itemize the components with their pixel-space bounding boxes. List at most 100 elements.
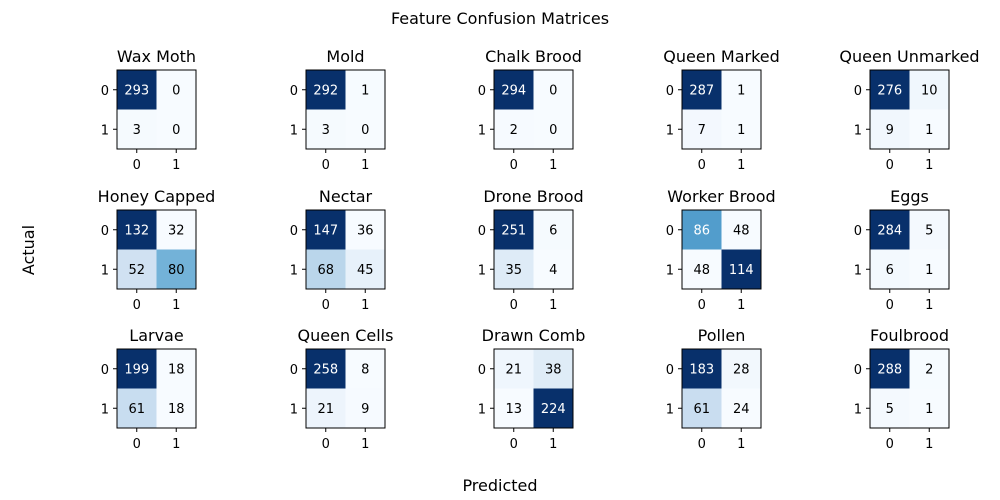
cell-value-label: 294 [501, 83, 526, 98]
matrix-cell [494, 70, 534, 110]
cell-value-label: 32 [168, 223, 185, 238]
matrix-cell [870, 109, 910, 149]
y-tick-label: 1 [666, 402, 674, 417]
y-tick-label: 0 [101, 84, 109, 99]
matrix-panel: Foulbrood 288 2 5 1 0 0 1 1 [854, 326, 950, 452]
matrix-panel: Worker Brood 86 48 48 114 0 0 1 1 [666, 187, 776, 313]
matrix-cell [345, 249, 385, 289]
x-tick-label: 0 [322, 158, 330, 173]
x-tick-label: 1 [549, 298, 557, 313]
cell-value-label: 1 [737, 123, 745, 138]
cell-value-label: 36 [357, 223, 374, 238]
matrix-cell [117, 210, 157, 250]
matrix-cell [533, 70, 573, 110]
matrix-frame [681, 69, 762, 150]
cell-value-label: 13 [505, 402, 522, 417]
matrix-frame [681, 348, 762, 429]
matrix-cell [156, 70, 196, 110]
matrix-cell [870, 349, 910, 389]
x-tick-label: 1 [172, 437, 180, 452]
matrix-panel: Larvae 199 18 61 18 0 0 1 1 [101, 326, 197, 452]
panel-title: Worker Brood [667, 187, 775, 206]
matrix-cell [494, 249, 534, 289]
matrix-frame [116, 209, 197, 290]
matrix-panel: Pollen 183 28 61 24 0 0 1 1 [666, 326, 762, 452]
matrix-cell [117, 249, 157, 289]
matrix-cell [117, 109, 157, 149]
y-tick-label: 1 [854, 402, 862, 417]
x-tick-label: 1 [172, 298, 180, 313]
cell-value-label: 9 [361, 402, 369, 417]
cell-value-label: 114 [729, 263, 754, 278]
matrix-frame [116, 348, 197, 429]
cell-value-label: 80 [168, 263, 185, 278]
cell-value-label: 3 [322, 123, 330, 138]
x-tick-label: 1 [925, 298, 933, 313]
cell-value-label: 0 [549, 123, 557, 138]
x-tick-label: 1 [925, 437, 933, 452]
cell-value-label: 224 [541, 402, 566, 417]
matrix-cell [909, 349, 949, 389]
matrix-panel: Drawn Comb 21 38 13 224 0 0 1 1 [478, 326, 586, 452]
y-tick-label: 0 [478, 224, 486, 239]
cell-value-label: 48 [733, 223, 750, 238]
matrix-cell [682, 249, 722, 289]
panel-title: Larvae [129, 326, 183, 345]
x-tick-label: 1 [361, 298, 369, 313]
matrix-cell [306, 70, 346, 110]
cell-value-label: 18 [168, 362, 185, 377]
cell-value-label: 10 [921, 83, 938, 98]
cell-value-label: 1 [737, 83, 745, 98]
y-tick-label: 1 [101, 402, 109, 417]
cell-value-label: 9 [886, 123, 894, 138]
matrix-cell [533, 249, 573, 289]
x-tick-label: 1 [549, 158, 557, 173]
cell-value-label: 8 [361, 362, 369, 377]
cell-value-label: 276 [877, 83, 902, 98]
matrix-cell [721, 70, 761, 110]
cell-value-label: 132 [124, 223, 149, 238]
cell-value-label: 68 [317, 263, 334, 278]
matrix-cell [870, 388, 910, 428]
matrix-frame [305, 348, 386, 429]
cell-value-label: 35 [505, 263, 522, 278]
matrix-panel: Drone Brood 251 6 35 4 0 0 1 1 [478, 187, 584, 313]
matrix-cell [156, 249, 196, 289]
y-tick-label: 1 [290, 402, 298, 417]
matrix-cell [156, 210, 196, 250]
y-tick-label: 1 [290, 123, 298, 138]
cell-value-label: 5 [925, 223, 933, 238]
x-tick-label: 1 [549, 437, 557, 452]
matrix-frame [305, 209, 386, 290]
x-tick-label: 0 [133, 158, 141, 173]
x-tick-label: 0 [510, 437, 518, 452]
matrix-cell [117, 70, 157, 110]
matrix-frame [869, 69, 950, 150]
y-tick-label: 1 [854, 263, 862, 278]
y-tick-label: 0 [478, 363, 486, 378]
matrix-cell [345, 210, 385, 250]
x-tick-label: 1 [737, 437, 745, 452]
cell-value-label: 183 [689, 362, 714, 377]
matrix-cell [345, 349, 385, 389]
panel-title: Wax Moth [117, 47, 196, 66]
matrix-cell [533, 109, 573, 149]
cell-value-label: 18 [168, 402, 185, 417]
matrix-cell [533, 210, 573, 250]
cell-value-label: 52 [128, 263, 145, 278]
x-tick-label: 0 [133, 437, 141, 452]
cell-value-label: 48 [693, 263, 710, 278]
matrix-panel: Wax Moth 293 0 3 0 0 0 1 1 [101, 47, 197, 173]
matrix-frame [869, 348, 950, 429]
matrix-panel: Mold 292 1 3 0 0 0 1 1 [290, 47, 386, 173]
x-tick-label: 0 [886, 437, 894, 452]
cell-value-label: 86 [693, 223, 710, 238]
x-tick-label: 1 [925, 158, 933, 173]
y-tick-label: 0 [666, 224, 674, 239]
cell-value-label: 251 [501, 223, 526, 238]
matrix-cell [494, 349, 534, 389]
panel-title: Pollen [698, 326, 746, 345]
cell-value-label: 7 [698, 123, 706, 138]
